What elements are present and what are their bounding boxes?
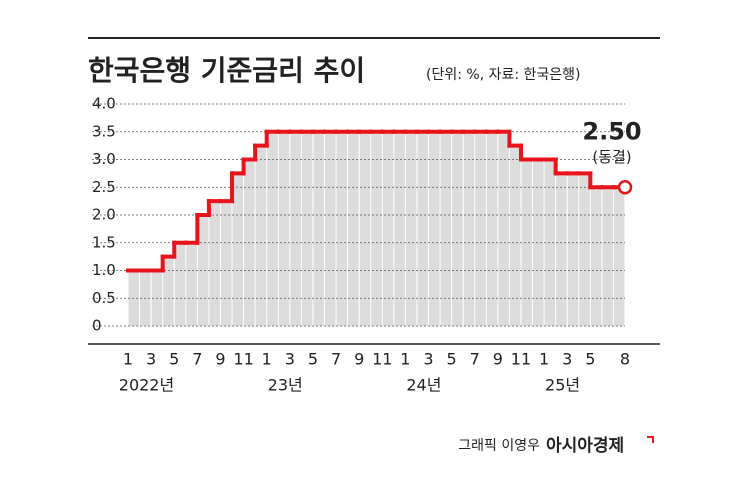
source-logo: 아시아경제 (546, 436, 624, 456)
x-tick-label: 3 (285, 350, 295, 369)
y-tick-label: 2.5 (92, 178, 116, 196)
x-tick-label: 3 (146, 350, 156, 369)
x-tick-label: 11 (372, 350, 392, 369)
x-tick-label: 3 (423, 350, 433, 369)
x-tick-label: 11 (233, 350, 253, 369)
y-tick-label: 3.0 (92, 150, 116, 168)
x-tick-label: 5 (447, 350, 457, 369)
x-tick-label: 3 (562, 350, 572, 369)
x-tick-label: 1 (539, 350, 549, 369)
credit: 그래픽 이영우 (458, 438, 540, 454)
y-tick-label: 3.5 (92, 122, 116, 140)
x-tick-label: 9 (354, 350, 364, 369)
x-tick-label: 8 (620, 350, 630, 369)
year-label: 2022년 (119, 376, 174, 395)
y-tick-label: 0 (92, 317, 102, 335)
x-tick-label: 7 (331, 350, 341, 369)
y-tick-label: 4.0 (92, 95, 116, 113)
x-tick-label: 1 (123, 350, 133, 369)
x-tick-label: 9 (215, 350, 225, 369)
y-tick-label: 1.5 (92, 233, 116, 251)
year-label: 25년 (545, 376, 580, 395)
y-tick-label: 1.0 (92, 261, 116, 279)
y-tick-label: 0.5 (92, 289, 116, 307)
x-tick-label: 9 (493, 350, 503, 369)
x-tick-label: 7 (192, 350, 202, 369)
y-tick-label: 2.0 (92, 206, 116, 224)
x-tick-label: 11 (511, 350, 531, 369)
x-tick-label: 5 (585, 350, 595, 369)
year-label: 24년 (406, 376, 441, 395)
logo-mark (647, 436, 654, 443)
year-label: 23년 (268, 376, 303, 395)
value-label: 2.50 (582, 117, 641, 145)
x-tick-label: 1 (262, 350, 272, 369)
chart-subtitle: (단위: %, 자료: 한국은행) (426, 67, 581, 83)
x-tick-label: 5 (169, 350, 179, 369)
chart-title: 한국은행 기준금리 추이 (88, 54, 365, 87)
area (128, 131, 625, 326)
end-point (617, 180, 633, 195)
annotation: (동결) (592, 148, 631, 166)
x-tick-label: 1 (400, 350, 410, 369)
x-tick-label: 5 (308, 350, 318, 369)
x-tick-label: 7 (470, 350, 480, 369)
